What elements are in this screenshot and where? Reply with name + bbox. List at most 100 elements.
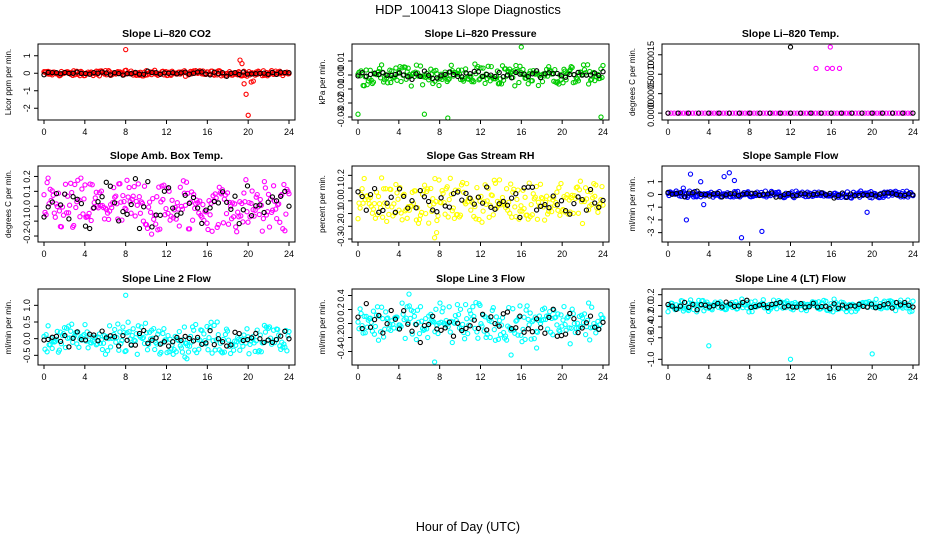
point — [154, 194, 160, 200]
point — [130, 326, 136, 332]
y-tick-label: -0.4 — [336, 344, 346, 360]
point — [490, 305, 496, 311]
point — [584, 62, 591, 68]
point-black — [459, 327, 465, 334]
y-tick-label: -0.1 — [336, 206, 346, 222]
point-black — [596, 204, 602, 210]
point-black — [170, 205, 176, 211]
point — [449, 339, 455, 346]
point-black — [232, 329, 238, 335]
x-tick-label: 0 — [41, 127, 46, 137]
point — [370, 79, 377, 85]
point — [830, 309, 836, 315]
point — [587, 337, 593, 343]
point — [413, 62, 420, 68]
point — [481, 328, 487, 334]
point — [488, 63, 494, 70]
point-black — [513, 191, 519, 197]
y-tick-label: 0.1 — [336, 182, 346, 195]
point — [139, 335, 146, 342]
point-black — [492, 73, 498, 80]
point — [769, 110, 776, 116]
point — [170, 351, 176, 357]
point — [552, 202, 558, 209]
point — [491, 326, 497, 333]
point — [579, 315, 586, 321]
point — [729, 110, 736, 116]
point-black — [248, 335, 255, 341]
point-black — [726, 110, 732, 116]
point — [69, 189, 75, 196]
point — [487, 334, 493, 341]
x-tick-label: 24 — [598, 127, 608, 137]
point — [421, 182, 428, 188]
point — [137, 210, 144, 216]
point-black — [455, 320, 461, 326]
point — [221, 349, 228, 355]
y-axis-label: kPa per min. — [318, 60, 327, 105]
point-black — [596, 326, 602, 332]
point — [823, 298, 829, 304]
point — [125, 319, 131, 325]
point — [191, 327, 197, 333]
point — [898, 297, 904, 303]
point-black — [380, 70, 386, 76]
point — [355, 319, 361, 325]
point — [524, 303, 530, 309]
point-black — [719, 194, 725, 200]
point-black — [600, 197, 606, 204]
point — [277, 219, 283, 225]
y-tick-label: 0.2 — [336, 303, 346, 316]
point-black — [425, 198, 432, 205]
point-black — [136, 330, 143, 337]
point — [121, 329, 127, 336]
data-points — [665, 170, 916, 241]
point-black — [889, 110, 896, 116]
point — [283, 211, 289, 217]
point-black — [269, 69, 276, 76]
point-black — [145, 340, 151, 346]
point — [520, 326, 526, 333]
point-black — [376, 209, 382, 215]
point — [147, 209, 154, 215]
point — [367, 194, 373, 201]
y-tick-label: -2 — [22, 104, 32, 112]
point — [417, 63, 424, 69]
point-black — [384, 321, 390, 327]
point-black — [265, 199, 271, 205]
panel-title: Slope Li–820 Temp. — [742, 28, 839, 40]
point-black — [600, 319, 606, 325]
point-black — [592, 200, 598, 206]
point — [140, 334, 147, 341]
y-tick-label: 1.0 — [22, 299, 32, 312]
data-points — [41, 175, 292, 237]
point — [107, 344, 114, 350]
x-tick-label: 24 — [284, 127, 294, 137]
plot-frame — [661, 43, 920, 121]
outlier-point — [518, 44, 524, 50]
point-black — [186, 335, 192, 342]
point — [119, 337, 125, 344]
point — [119, 217, 125, 223]
point — [116, 347, 122, 353]
y-tick-label: 1 — [646, 179, 656, 184]
point — [225, 221, 232, 227]
point — [544, 211, 551, 217]
point-black — [848, 191, 854, 197]
y-tick-label: 0.2 — [336, 169, 346, 182]
point — [193, 321, 199, 328]
point — [402, 64, 408, 70]
point-black — [787, 110, 794, 116]
point — [563, 77, 569, 83]
point — [595, 209, 601, 215]
point — [207, 324, 213, 331]
point-black — [496, 69, 502, 76]
point — [134, 351, 140, 357]
point — [571, 320, 577, 327]
point-black — [425, 72, 432, 78]
point-black — [533, 207, 540, 213]
point — [871, 110, 877, 116]
point-black — [558, 198, 565, 204]
point — [752, 298, 758, 304]
point — [461, 336, 468, 342]
